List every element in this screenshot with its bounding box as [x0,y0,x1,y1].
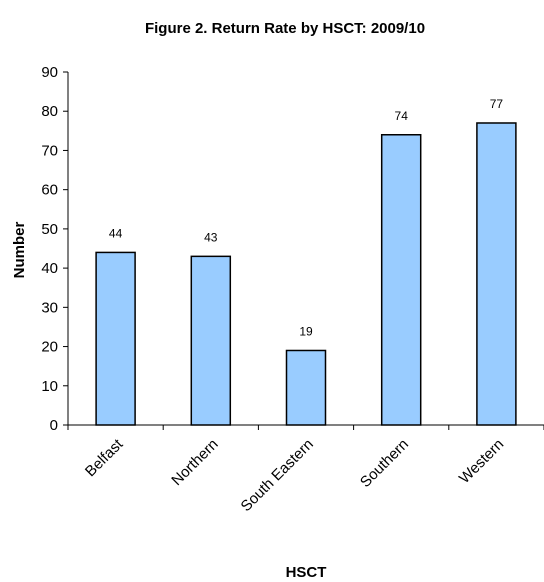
chart-title: Figure 2. Return Rate by HSCT: 2009/10 [145,20,425,37]
y-tick-label: 70 [41,142,58,159]
y-axis-title: Number [11,222,28,279]
x-tick-label: Belfast [82,435,127,480]
x-axis-title: HSCT [286,564,327,581]
bar-southern [380,134,422,426]
bar-south-eastern [285,349,327,426]
y-tick-label: 50 [41,221,58,238]
data-label: 77 [490,97,504,111]
x-tick-label: South Eastern [238,436,317,515]
y-tick-label: 60 [41,182,58,199]
y-tick-label: 90 [41,64,58,81]
x-tick-label: Western [456,436,507,487]
x-tick-label: Northern [168,436,221,489]
y-tick-label: 40 [41,260,58,277]
data-label: 44 [109,226,123,240]
data-label: 19 [299,324,313,338]
y-tick-label: 20 [41,339,58,356]
data-label: 43 [204,230,218,244]
plot-area: 0 10 20 30 40 50 60 70 80 90 44 Belfast 43 Northern 19… [41,64,544,515]
x-tick-label: Southern [357,436,412,491]
y-tick-label: 30 [41,299,58,316]
bar-northern [190,255,232,426]
data-label: 74 [395,109,409,123]
y-tick-label: 0 [50,417,58,434]
bar-belfast [95,251,136,426]
y-tick-label: 80 [41,103,58,120]
bar-western [476,122,517,426]
y-tick-label: 10 [41,378,58,395]
